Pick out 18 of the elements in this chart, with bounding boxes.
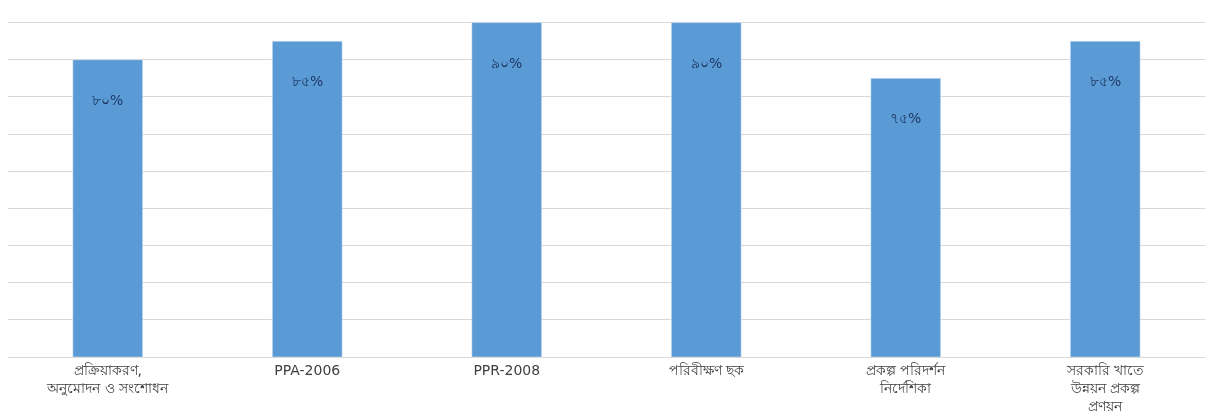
bar — [72, 59, 143, 357]
data-label: ৮৫% — [1090, 73, 1122, 89]
x-tick-label: PPA-2006 — [274, 361, 341, 378]
data-label: ৮৫% — [292, 73, 324, 89]
data-label: ৭৫% — [890, 110, 922, 126]
x-tick-label: সরকারি খাতে উন্নয়ন প্রকল্প প্রণয়ন — [1065, 361, 1144, 415]
bar — [870, 78, 941, 357]
x-tick-label: PPR-2008 — [473, 361, 541, 378]
bar — [1070, 40, 1141, 357]
data-label: ৯০% — [491, 55, 523, 71]
x-tick-label: প্রক্রিয়াকরণ, অনুমোদন ও সংশোধন — [46, 361, 170, 396]
bar — [272, 40, 343, 357]
bar — [671, 22, 742, 357]
x-tick-label: পরিবীক্ষণ ছক — [668, 361, 744, 378]
bar — [471, 22, 542, 357]
x-tick-label: প্রকল্প পরিদর্শন নির্দেশিকা — [866, 361, 947, 396]
data-label: ৮০% — [92, 92, 124, 108]
data-label: ৯০% — [691, 55, 723, 71]
